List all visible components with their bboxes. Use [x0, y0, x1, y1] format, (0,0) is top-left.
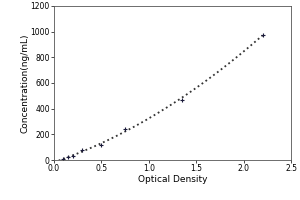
Point [99, 143, 104, 146]
Point [180, 98, 184, 101]
Point [123, 127, 128, 130]
Point [66, 156, 70, 159]
Point [61, 158, 66, 161]
Point [80, 149, 85, 152]
Y-axis label: Concentration(ng/mL): Concentration(ng/mL) [20, 33, 29, 133]
Point [70, 154, 75, 157]
Point [260, 33, 265, 36]
X-axis label: Optical Density: Optical Density [138, 175, 207, 184]
